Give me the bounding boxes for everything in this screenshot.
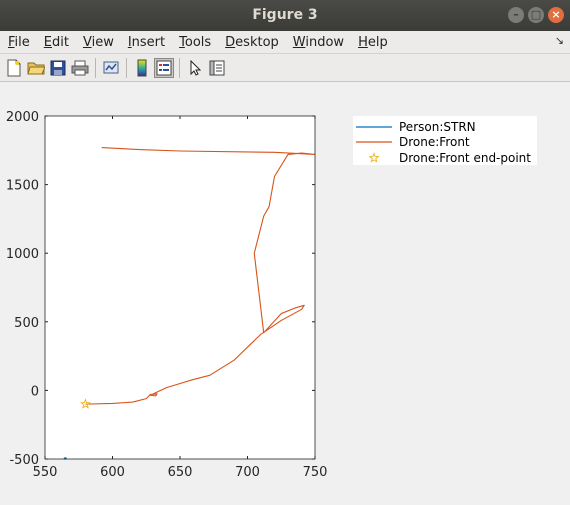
- edit-plot-arrow-icon: [190, 59, 202, 76]
- legend-entry: Drone:Front: [354, 134, 470, 150]
- open-file-icon: [27, 62, 45, 74]
- y-tick-label: 500: [14, 316, 39, 331]
- window-title: Figure 3: [252, 7, 318, 23]
- link-plot-button[interactable]: [101, 58, 121, 78]
- y-tick-label: 1500: [6, 179, 39, 194]
- axes-background: [45, 116, 315, 459]
- series-line-1: [85, 147, 315, 405]
- series-end-point-marker: [80, 398, 91, 409]
- maximize-button[interactable]: □: [528, 7, 544, 23]
- legend-label: Drone:Front: [399, 135, 470, 149]
- toolbar-separator: [126, 57, 127, 78]
- menu-file[interactable]: File: [8, 34, 30, 50]
- figure-toolbar: [0, 54, 570, 82]
- insert-legend-button[interactable]: [154, 57, 174, 78]
- y-tick-label: 0: [31, 384, 39, 399]
- menubar-dock-arrow-icon[interactable]: ↘: [554, 34, 564, 47]
- legend-line-swatch-icon: [356, 126, 392, 128]
- insert-colorbar-icon: [137, 59, 147, 76]
- open-file-button[interactable]: [26, 58, 46, 78]
- legend[interactable]: Person:STRN Drone:Front Drone:Front end-…: [353, 116, 537, 165]
- close-button[interactable]: ×: [548, 7, 564, 23]
- window-titlebar: Figure 3 – □ ×: [0, 0, 570, 31]
- menu-help[interactable]: Help: [358, 34, 388, 50]
- menu-view[interactable]: View: [82, 34, 114, 50]
- menu-window[interactable]: Window: [292, 34, 345, 50]
- insert-colorbar-button[interactable]: [132, 58, 152, 78]
- x-tick-label: 700: [235, 465, 260, 480]
- legend-label: Drone:Front end-point: [399, 151, 531, 165]
- x-tick-label: 600: [100, 465, 125, 480]
- insert-legend-icon: [156, 60, 172, 75]
- menu-tools[interactable]: Tools: [179, 34, 212, 50]
- menu-edit[interactable]: Edit: [43, 34, 69, 50]
- toolbar-separator: [179, 57, 180, 78]
- save-icon: [50, 60, 66, 75]
- new-figure-icon: [7, 59, 21, 76]
- legend-entry: Person:STRN: [354, 119, 476, 135]
- legend-entry: Drone:Front end-point: [354, 150, 531, 166]
- menu-desktop[interactable]: Desktop: [225, 34, 279, 50]
- menu-insert[interactable]: Insert: [127, 34, 166, 50]
- legend-line-swatch-icon: [356, 141, 392, 143]
- print-button[interactable]: [70, 58, 90, 78]
- menubar: File Edit View Insert Tools Desktop Window Help…: [0, 31, 570, 54]
- x-tick-label: 650: [168, 465, 193, 480]
- minimize-button[interactable]: –: [508, 7, 524, 23]
- y-tick-label: 2000: [6, 110, 39, 125]
- x-tick-label: 550: [33, 465, 58, 480]
- y-tick-label: 1000: [6, 247, 39, 262]
- print-icon: [71, 60, 89, 75]
- edit-plot-button[interactable]: [185, 58, 205, 78]
- new-figure-button[interactable]: [4, 58, 24, 78]
- y-tick-label: -500: [9, 453, 39, 468]
- property-inspector-button[interactable]: [207, 58, 227, 78]
- property-inspector-icon: [209, 60, 225, 75]
- save-button[interactable]: [48, 58, 68, 78]
- window-controls: – □ ×: [508, 7, 564, 23]
- toolbar-separator: [95, 57, 96, 78]
- legend-star-marker-icon: [368, 152, 380, 163]
- legend-label: Person:STRN: [399, 120, 476, 134]
- x-tick-label: 750: [303, 465, 328, 480]
- link-plot-icon: [103, 61, 119, 73]
- axes-box: [44, 115, 316, 460]
